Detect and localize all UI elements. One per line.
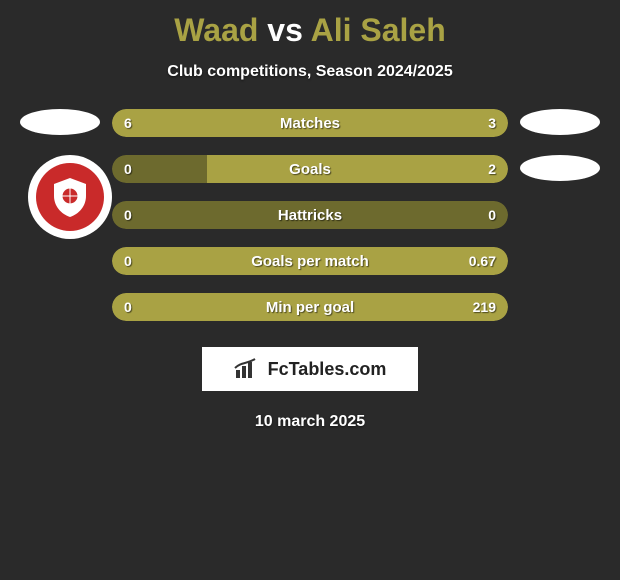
infographic-root: Waad vs Ali Saleh Club competitions, Sea… [0, 0, 620, 431]
stat-bar: 0 Goals per match 0.67 [112, 247, 508, 275]
stat-row-gpm: 0 Goals per match 0.67 [0, 247, 620, 293]
title-vs: vs [267, 12, 303, 48]
title-player2: Ali Saleh [311, 12, 446, 48]
stat-row-mpg: 0 Min per goal 219 [0, 293, 620, 339]
page-title: Waad vs Ali Saleh [0, 12, 620, 49]
stat-bar: 0 Min per goal 219 [112, 293, 508, 321]
stat-value-right: 3 [488, 109, 496, 137]
stat-bar: 0 Hattricks 0 [112, 201, 508, 229]
stat-value-right: 0 [488, 201, 496, 229]
title-player1: Waad [174, 12, 258, 48]
stat-label: Goals per match [112, 247, 508, 275]
player2-emblem-oval [520, 109, 600, 135]
stat-label: Min per goal [112, 293, 508, 321]
bar-chart-icon [234, 358, 260, 380]
brand-box: FcTables.com [202, 347, 418, 391]
stat-row-goals: 0 Goals 2 [0, 155, 620, 201]
stat-label: Hattricks [112, 201, 508, 229]
player1-emblem-oval [20, 109, 100, 135]
stat-value-right: 2 [488, 155, 496, 183]
stat-value-right: 219 [473, 293, 496, 321]
subtitle: Club competitions, Season 2024/2025 [0, 63, 620, 81]
player2-emblem-oval-2 [520, 155, 600, 181]
stat-row-hattricks: 0 Hattricks 0 [0, 201, 620, 247]
stat-bar: 0 Goals 2 [112, 155, 508, 183]
stat-label: Matches [112, 109, 508, 137]
stat-row-matches: 6 Matches 3 [0, 109, 620, 155]
stat-bar: 6 Matches 3 [112, 109, 508, 137]
date-label: 10 march 2025 [0, 413, 620, 431]
brand-name: FcTables.com [268, 359, 387, 380]
stat-value-right: 0.67 [469, 247, 496, 275]
stat-label: Goals [112, 155, 508, 183]
